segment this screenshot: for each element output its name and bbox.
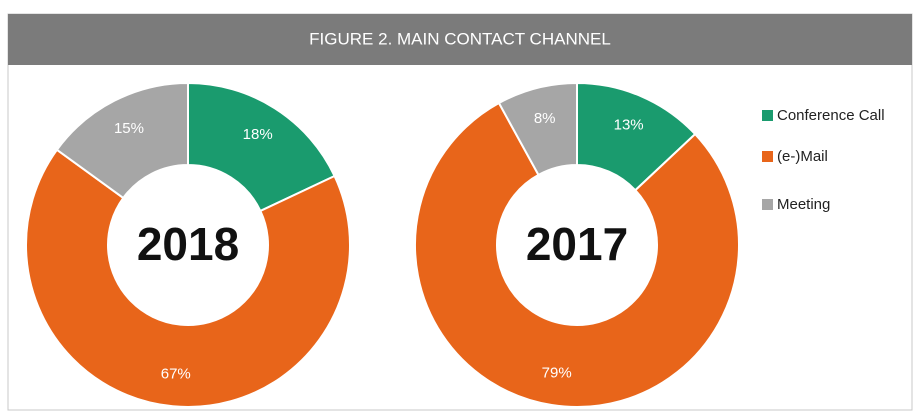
donut-slice — [187, 81, 336, 213]
donut-slice — [25, 148, 351, 408]
legend-label: (e-)Mail — [777, 148, 828, 165]
donut-hole — [109, 166, 267, 324]
donut-slice — [497, 81, 578, 177]
legend-label: Conference Call — [777, 107, 885, 124]
value-label: 18% — [243, 126, 273, 143]
value-label: 13% — [614, 117, 644, 134]
donut-slice — [55, 81, 189, 200]
legend-swatch — [762, 151, 773, 162]
center-label: 2017 — [526, 218, 628, 270]
donut-hole — [498, 166, 656, 324]
header-bar — [8, 14, 912, 65]
value-label: 79% — [542, 364, 572, 381]
center-label: 2018 — [137, 218, 239, 270]
value-label: 67% — [161, 365, 191, 382]
legend-swatch — [762, 110, 773, 121]
value-label: 8% — [534, 110, 556, 127]
value-label: 15% — [114, 120, 144, 137]
legend-swatch — [762, 199, 773, 210]
legend-label: Meeting — [777, 196, 830, 213]
chart-title: FIGURE 2. MAIN CONTACT CHANNEL — [309, 29, 611, 48]
donut-slice — [414, 101, 740, 408]
